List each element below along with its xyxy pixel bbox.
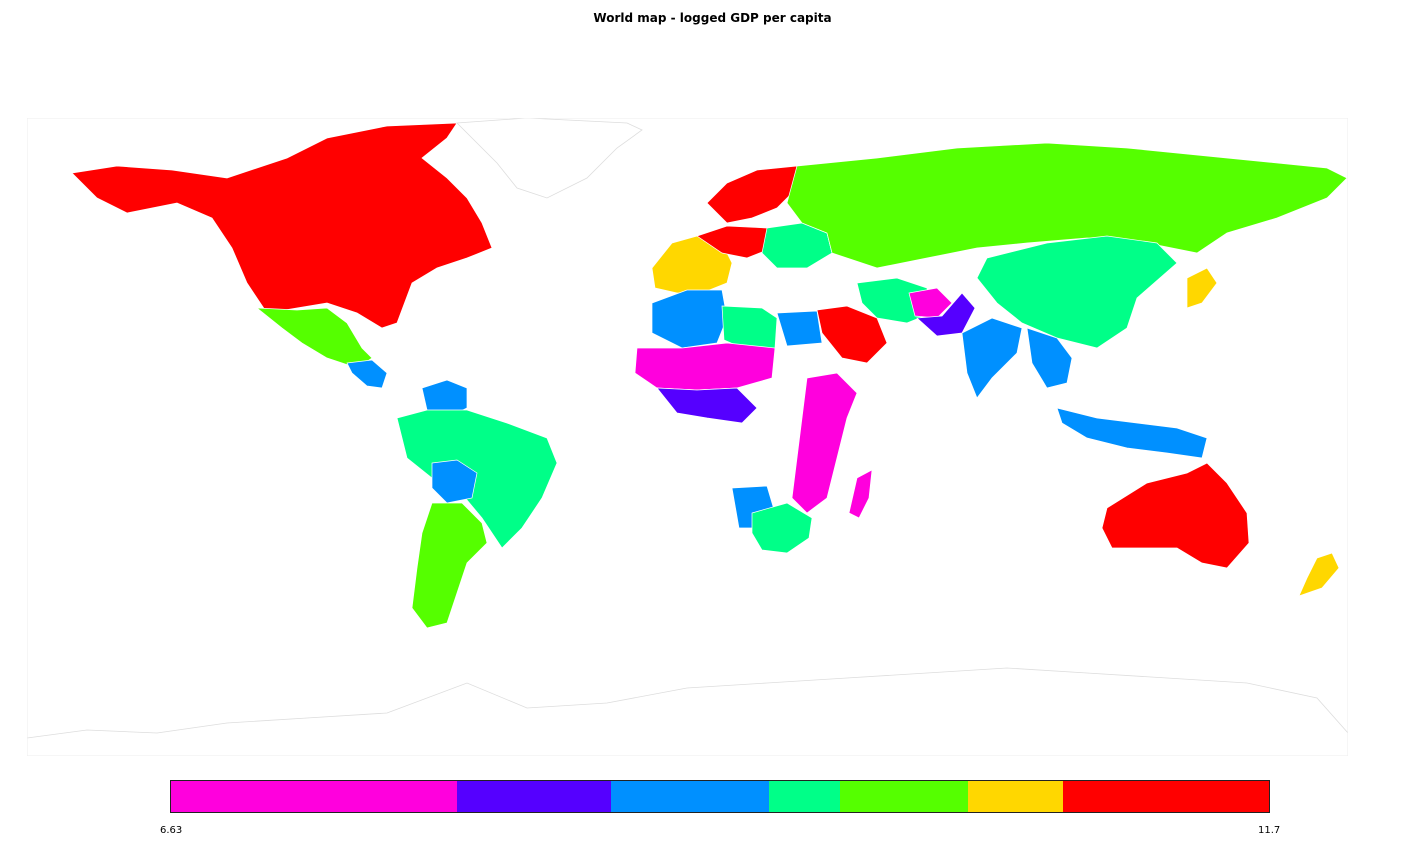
region-pakistan	[916, 292, 976, 337]
region-north-america	[71, 122, 493, 329]
region-bolivia	[431, 459, 478, 504]
legend-bin-2	[456, 781, 611, 812]
region-new-zealand	[1298, 552, 1340, 597]
legend-max-label: 11.7	[1258, 825, 1281, 836]
region-south-america-south	[411, 502, 488, 629]
map-title: World map - logged GDP per capita	[593, 11, 832, 25]
region-antarctica	[27, 667, 1348, 756]
region-greenland	[456, 118, 643, 199]
legend-bin-5	[840, 781, 968, 812]
region-scandinavia	[706, 165, 798, 224]
region-western-europe	[651, 235, 733, 294]
legend-bin-6	[967, 781, 1064, 812]
region-indonesia	[1056, 407, 1208, 459]
legend-bin-4	[768, 781, 841, 812]
region-north-africa-algeria	[651, 289, 728, 349]
legend-bin-1	[171, 781, 457, 812]
region-japan	[1186, 267, 1218, 309]
region-madagascar	[848, 469, 873, 519]
region-sahel	[634, 342, 776, 391]
region-mexico	[255, 307, 373, 369]
region-australia	[1101, 462, 1250, 569]
region-afghanistan	[908, 287, 953, 319]
legend-bin-7	[1063, 781, 1269, 812]
legend-min-label: 6.63	[160, 825, 183, 836]
region-india	[961, 317, 1023, 399]
region-southern-africa	[751, 502, 813, 554]
color-legend-bar	[170, 780, 1270, 813]
region-china	[976, 235, 1178, 349]
region-saudi-arabia	[816, 305, 888, 364]
region-egypt	[776, 310, 823, 347]
region-russia	[786, 142, 1348, 269]
legend-bin-3	[610, 781, 769, 812]
world-choropleth-map	[27, 118, 1348, 756]
region-east-africa	[791, 372, 858, 514]
region-central-america	[346, 359, 388, 389]
region-southeast-asia	[1026, 327, 1073, 389]
region-west-africa	[656, 387, 758, 424]
